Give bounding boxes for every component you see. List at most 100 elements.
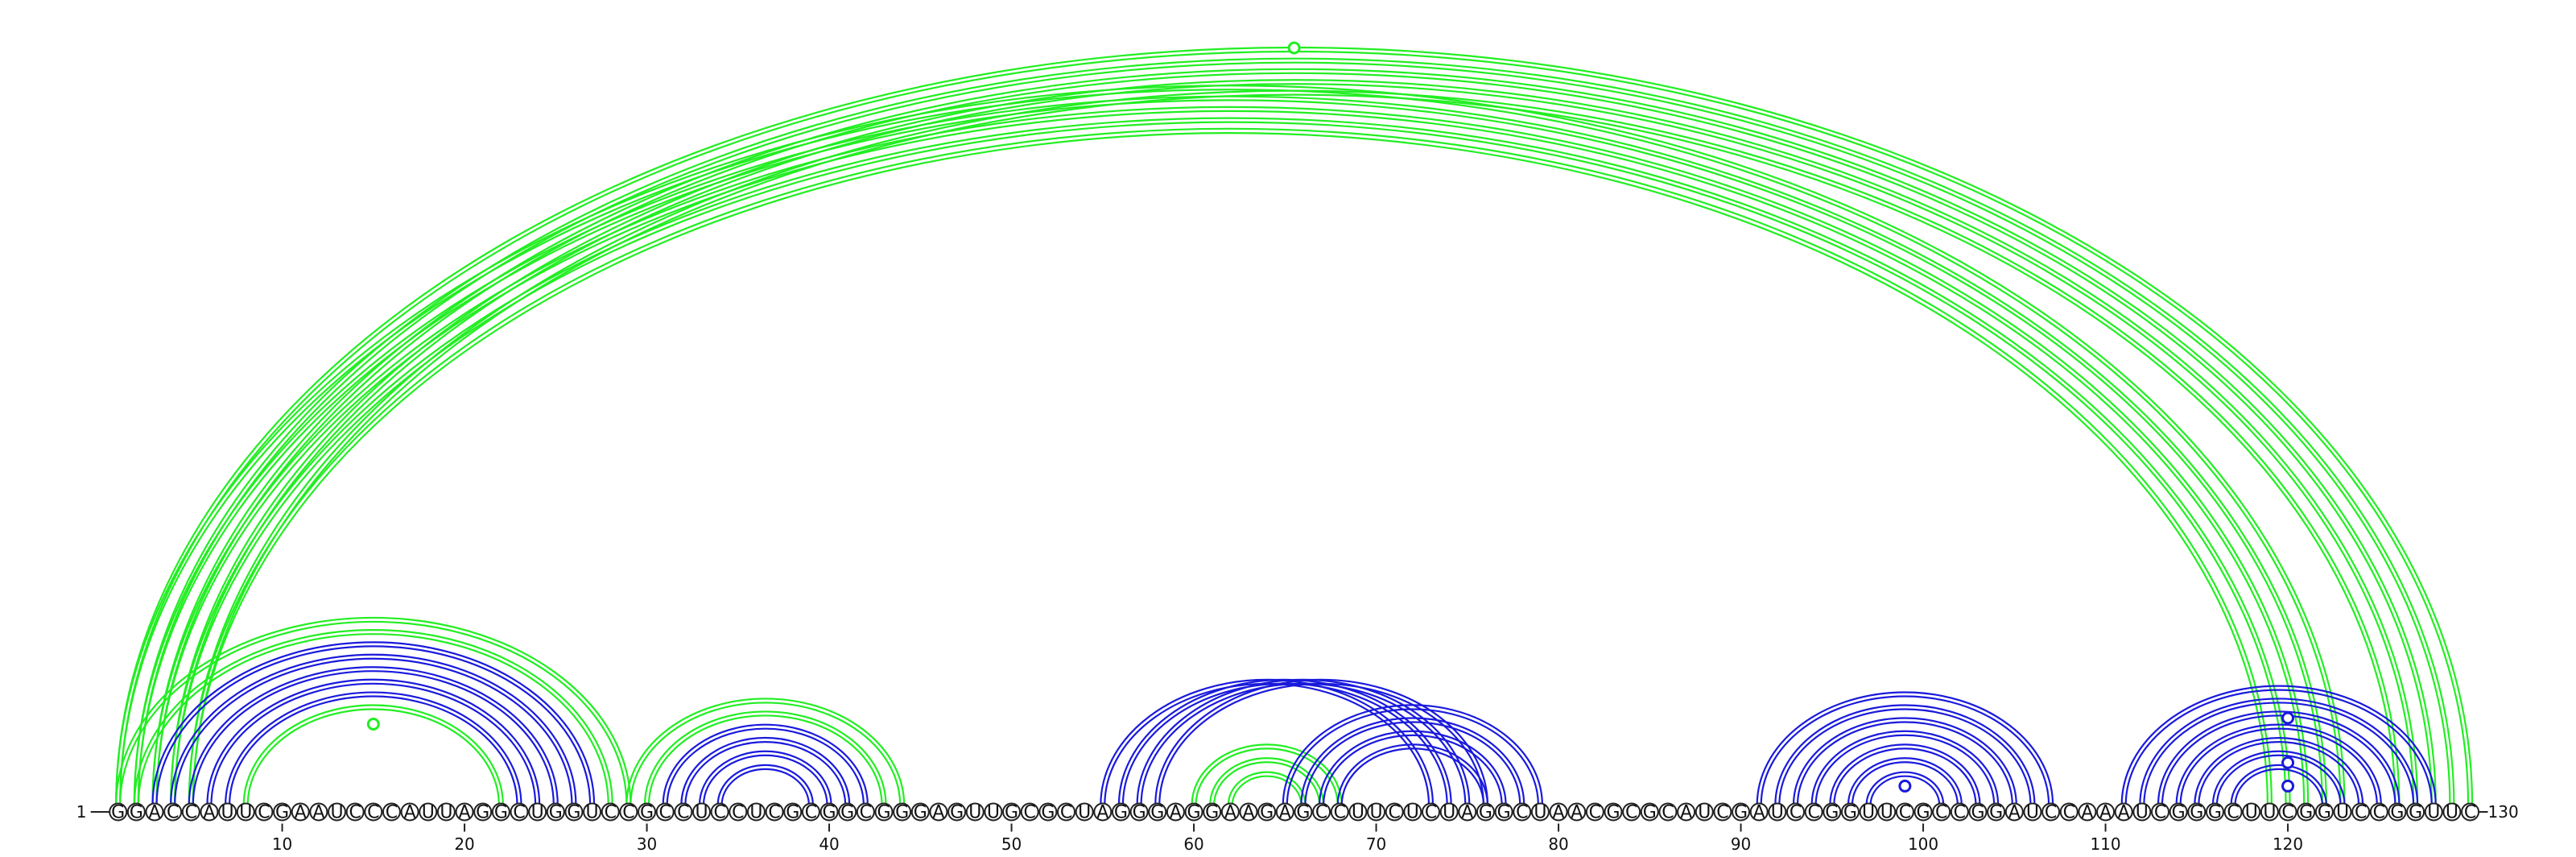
nucleotide-circle	[2442, 802, 2462, 822]
nucleotide-35: C	[729, 802, 748, 823]
nucleotide-letter: A	[459, 803, 471, 823]
nucleotide-circle	[546, 802, 565, 822]
nucleotide-circle	[638, 802, 657, 822]
nucleotide-117: C	[2223, 802, 2243, 823]
nucleotide-letter: G	[1971, 803, 1984, 823]
nucleotide-circle	[1823, 802, 1842, 822]
nucleotide-circle	[965, 802, 985, 822]
nucleotide-circle	[1348, 802, 1368, 822]
nucleotide-circle	[984, 802, 1003, 822]
nucleotide-circle	[1749, 802, 1769, 822]
nucleotide-circle	[273, 802, 292, 822]
nucleotide-71: C	[1385, 802, 1404, 823]
nucleotide-74: U	[1439, 802, 1459, 823]
nucleotide-93: C	[1786, 802, 1805, 823]
nucleotide-circle	[345, 802, 365, 822]
nucleotide-46: A	[929, 802, 948, 823]
nucleotide-letter: G	[130, 803, 143, 823]
arc-7-23-blue-1	[225, 691, 522, 805]
arc-30-43-green-0	[647, 714, 883, 805]
nucleotide-69: U	[1348, 802, 1368, 823]
arc-61-67-green-1	[1209, 757, 1325, 805]
nucleotide-3: A	[145, 802, 164, 823]
nucleotide-76: G	[1476, 802, 1495, 823]
nucleotide-circle	[2187, 802, 2207, 822]
arc-4-26-blue-0	[174, 657, 573, 805]
nucleotide-letter: U	[2446, 803, 2458, 823]
nucleotide-letter: A	[2081, 803, 2093, 823]
arc-112-127-blue-0	[2143, 702, 2415, 805]
nucleotide-letter: C	[677, 803, 689, 823]
nucleotide-105: A	[2004, 802, 2024, 823]
nucleotide-circle	[181, 802, 200, 822]
nucleotide-58: G	[1148, 802, 1167, 823]
arc-1-123-green-0	[119, 88, 2342, 805]
nucleotide-127: G	[2406, 802, 2425, 823]
arc-5-25-blue-0	[192, 670, 555, 805]
nucleotide-circle	[218, 802, 237, 822]
arc-61-67-green-0	[1213, 761, 1321, 805]
nucleotide-circle	[2132, 802, 2152, 822]
start-label: 1	[76, 802, 87, 822]
nucleotide-83: G	[1604, 802, 1623, 823]
arc-1-29-green-1	[115, 616, 632, 805]
nucleotide-1: G	[109, 802, 128, 823]
arc-62-66-green-0	[1231, 775, 1302, 805]
arc-3-121-green-0	[155, 110, 2306, 805]
nucleotide-letter: C	[386, 803, 398, 823]
arc-7-23-blue-0	[229, 695, 518, 805]
nucleotide-letter: C	[367, 803, 379, 823]
arc-5-126-green-0	[192, 93, 2396, 805]
nucleotide-letter: C	[622, 803, 634, 823]
nucleotide-101: C	[1932, 802, 1951, 823]
nucleotide-circle	[2041, 802, 2061, 822]
nucleotide-circle	[619, 802, 638, 822]
nucleotide-circle	[473, 802, 493, 822]
nucleotide-62: A	[1220, 802, 1240, 823]
nucleotide-letter: G	[1643, 803, 1657, 823]
nucleotide-61: G	[1203, 802, 1222, 823]
nucleotide-letter: G	[1843, 803, 1857, 823]
nucleotide-56: G	[1111, 802, 1130, 823]
nucleotide-circle	[145, 802, 164, 822]
tick-label-50: 50	[1001, 834, 1022, 854]
tick-label-20: 20	[454, 834, 474, 854]
nucleotide-letter: A	[1571, 803, 1583, 823]
nucleotide-circle	[1987, 802, 2006, 822]
nucleotide-90: G	[1732, 802, 1751, 823]
nucleotide-letter: G	[1734, 803, 1748, 823]
arc-4-127-green-0	[174, 83, 2415, 805]
nucleotide-letter: U	[2026, 803, 2039, 823]
nucleotide-circle	[1111, 802, 1130, 822]
nucleotide-letter: C	[258, 803, 270, 823]
nucleotide-circle	[1458, 802, 1477, 822]
nucleotide-67: C	[1312, 802, 1331, 823]
nucleotide-14: C	[345, 802, 365, 823]
nucleotide-letter: C	[1935, 803, 1947, 823]
nucleotide-letter: U	[422, 803, 435, 823]
nucleotide-circle	[1768, 802, 1787, 822]
arc-5-126-green-1	[188, 89, 2401, 805]
nucleotide-73: C	[1422, 802, 1440, 823]
nucleotide-circle	[1330, 802, 1349, 822]
arc-3-27-blue-1	[151, 641, 596, 805]
arc-1-29-green-0	[119, 620, 628, 805]
nucleotide-18: U	[419, 802, 438, 823]
nucleotide-circle	[893, 802, 912, 822]
arc-97-101-blue-1	[1865, 771, 1945, 805]
nucleotide-68: C	[1330, 802, 1349, 823]
arc-117-122-blue-1	[2230, 764, 2327, 805]
nucleotide-55: A	[1093, 802, 1113, 823]
nucleotide-97: U	[1859, 802, 1878, 823]
arc-117-122-blue-0	[2234, 768, 2323, 805]
nucleotide-letter: G	[950, 803, 964, 823]
arc-111-128-blue-1	[2120, 685, 2437, 805]
nucleotide-87: A	[1677, 802, 1696, 823]
nucleotide-112: U	[2132, 802, 2152, 823]
nucleotide-letter: U	[1771, 803, 1784, 823]
nucleotide-circle	[2023, 802, 2042, 822]
nucleotide-113: C	[2151, 802, 2169, 823]
nucleotide-letter: G	[1917, 803, 1930, 823]
arc-3-128-green-1	[153, 69, 2436, 805]
nucleotide-letter: A	[1461, 803, 1473, 823]
